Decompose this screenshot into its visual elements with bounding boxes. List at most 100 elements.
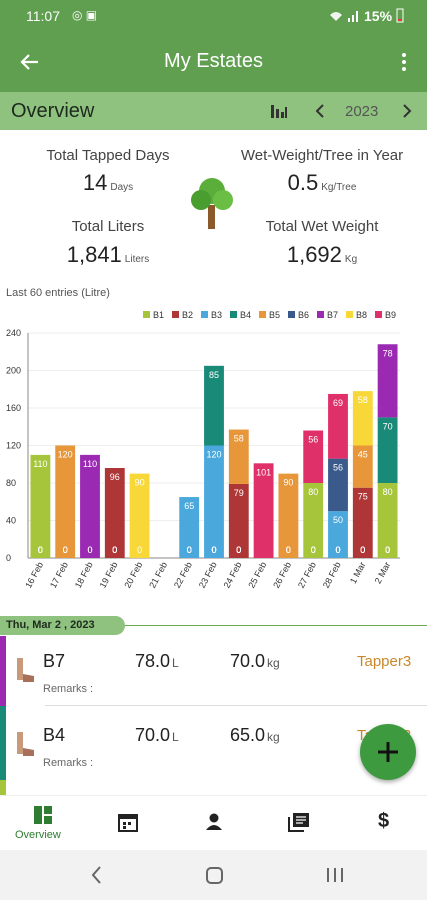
date-pill: Thu, Mar 2 , 2023 — [0, 616, 125, 635]
x-tick-label: 1 Mar — [348, 560, 368, 585]
legend-label: B3 — [211, 310, 222, 320]
bar-segment — [228, 429, 249, 484]
data-label: 58 — [234, 434, 244, 444]
data-label: 0 — [38, 545, 43, 555]
block-strip — [0, 706, 6, 780]
data-label: 110 — [33, 459, 47, 469]
data-label: 0 — [112, 545, 117, 555]
app-bar: My Estates — [0, 32, 427, 92]
nav-person[interactable] — [204, 812, 224, 832]
nav-library[interactable] — [288, 812, 310, 832]
bar-segment — [377, 344, 398, 418]
data-label: 70 — [383, 421, 393, 431]
stat-number: 14 — [82, 170, 108, 195]
nav-overview-icon[interactable] — [33, 805, 53, 825]
x-tick-label: 26 Feb — [271, 560, 293, 589]
data-label: 0 — [360, 545, 365, 555]
data-label: 85 — [209, 370, 219, 380]
data-label: 0 — [385, 545, 390, 555]
clock: 11:07 — [26, 8, 60, 24]
data-label: 0 — [311, 545, 316, 555]
stat-value: 1,692 Kg — [222, 242, 422, 268]
data-label: 0 — [38, 545, 43, 555]
stat-value: 1,841 Liters — [8, 242, 208, 268]
y-tick-label: 0 — [6, 553, 11, 563]
bar-segment — [328, 393, 348, 459]
signal-icons — [330, 11, 358, 22]
x-tick-label: 20 Feb — [122, 560, 144, 589]
nav-overview-label[interactable]: Overview — [15, 829, 61, 841]
legend-label: B2 — [182, 310, 193, 320]
prev-year[interactable] — [313, 103, 327, 119]
y-tick-label: 120 — [6, 441, 21, 451]
data-label: 0 — [187, 545, 192, 555]
date-label: Thu, Mar 2 , 2023 — [6, 619, 95, 631]
data-label: 0 — [38, 545, 43, 555]
data-label: 0 — [38, 545, 43, 555]
more-button[interactable] — [398, 50, 410, 74]
y-tick-label: 40 — [6, 516, 16, 526]
chart-toggle[interactable] — [270, 103, 288, 119]
data-label: 0 — [211, 545, 216, 555]
x-tick-label: 25 Feb — [246, 560, 268, 589]
bar-segment — [253, 463, 274, 558]
entry-weight: 70.0 kg — [230, 651, 280, 672]
bar-segment — [129, 473, 150, 558]
x-tick-label: 17 Feb — [48, 560, 70, 589]
bar-segment — [328, 511, 348, 558]
stat-label: Total Wet Weight — [265, 218, 379, 235]
stat-value: 14 Days — [8, 170, 208, 196]
bar-segment — [303, 483, 324, 558]
x-tick-label: 24 Feb — [222, 560, 244, 589]
legend-swatch — [375, 311, 382, 318]
data-label: 0 — [112, 545, 117, 555]
legend-label: B5 — [269, 310, 280, 320]
data-label: 0 — [311, 545, 316, 555]
data-label: 0 — [311, 545, 316, 555]
weight-unit: kg — [267, 730, 280, 744]
liters-value: 70.0 — [135, 725, 171, 745]
nav-calendar[interactable] — [118, 812, 138, 832]
data-label: 0 — [112, 545, 117, 555]
stat-value: 0.5 Kg/Tree — [222, 170, 422, 196]
bar-segment — [352, 391, 373, 446]
data-label: 0 — [236, 545, 241, 555]
liters-unit: L — [172, 656, 179, 670]
data-label: 0 — [63, 545, 68, 555]
data-label: 0 — [187, 545, 192, 555]
legend-label: B1 — [153, 310, 164, 320]
data-label: 0 — [335, 545, 340, 555]
data-label: 0 — [211, 545, 216, 555]
nav-money[interactable]: $ — [378, 810, 390, 832]
data-label: 0 — [63, 545, 68, 555]
bar-segment — [204, 365, 224, 446]
data-label: 50 — [333, 515, 343, 525]
data-label: 0 — [360, 545, 365, 555]
data-label: 0 — [311, 545, 316, 555]
add-button[interactable] — [360, 724, 416, 780]
data-label: 0 — [311, 545, 316, 555]
stat-unit: Days — [110, 182, 134, 193]
data-label: 96 — [110, 472, 120, 482]
data-label: 0 — [187, 545, 192, 555]
x-tick-label: 19 Feb — [98, 560, 120, 589]
data-label: 90 — [135, 478, 145, 488]
data-label: 65 — [184, 501, 194, 511]
data-label: 0 — [385, 545, 390, 555]
bar-segment — [303, 430, 324, 483]
next-year[interactable] — [400, 103, 414, 119]
y-tick-label: 200 — [6, 366, 21, 376]
legend-label: B8 — [356, 310, 367, 320]
legend-swatch — [259, 311, 266, 318]
battery-icon — [396, 8, 404, 23]
data-label: 0 — [286, 545, 291, 555]
bar-segment — [278, 473, 299, 558]
weight-unit: kg — [267, 656, 280, 670]
data-label: 79 — [234, 488, 244, 498]
bar-segment — [228, 483, 249, 558]
entry-liters: 70.0 L — [135, 725, 179, 746]
liters-unit: L — [172, 730, 179, 744]
back-button[interactable] — [18, 50, 42, 74]
system-nav-icons — [91, 866, 343, 884]
bar-segment — [204, 445, 224, 558]
